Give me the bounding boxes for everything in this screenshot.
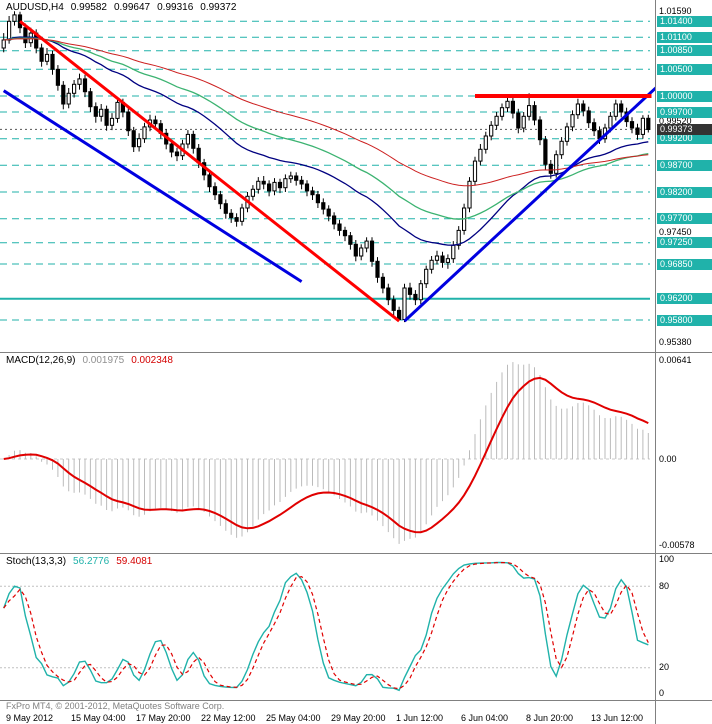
- ohlc-open: 0.99582: [70, 2, 107, 13]
- time-axis-label: 9 May 2012: [6, 713, 54, 723]
- stoch-main-line: [3, 561, 649, 692]
- copyright-text: FxPro MT4, © 2001-2012, MetaQuotes Softw…: [6, 701, 225, 711]
- price-level-badge: 0.97250: [657, 237, 712, 249]
- main-chart-pane[interactable]: [0, 0, 655, 352]
- bid-price-badge: 0.99373: [657, 123, 712, 135]
- price-tick-label: 1.01590: [659, 5, 692, 16]
- time-axis-label: 8 Jun 20:00: [526, 713, 574, 723]
- price-level-badge: 1.00500: [657, 63, 712, 75]
- price-level-badge: 0.99200: [657, 133, 712, 145]
- ma-line-navy[interactable]: [3, 36, 649, 246]
- time-axis-label: 22 May 12:00: [201, 713, 256, 723]
- macd-scale[interactable]: 0.00641 0.00 -0.00578: [656, 353, 712, 553]
- main-chart-svg[interactable]: [0, 0, 655, 352]
- ma-line-green[interactable]: [3, 37, 649, 220]
- macd-scale-zero: 0.00: [659, 453, 677, 464]
- stoch-value-signal: 59.4081: [116, 556, 153, 567]
- time-axis-label: 15 May 04:00: [71, 713, 126, 723]
- scale-separator: [655, 0, 656, 724]
- time-axis-label: 17 May 20:00: [136, 713, 191, 723]
- trendline-descending-blue[interactable]: [2, 89, 303, 283]
- trendline-ascending-blue[interactable]: [403, 75, 656, 323]
- ohlc-close: 0.99372: [200, 2, 237, 13]
- symbol-ohlc-line: AUDUSD,H4 0.99582 0.99647 0.99316 0.99372: [6, 2, 243, 13]
- symbol-period-label: AUDUSD,H4: [6, 2, 64, 13]
- price-level-badge: 1.00850: [657, 45, 712, 57]
- stoch-label-line: Stoch(13,3,3) 56.2776 59.4081: [6, 556, 159, 567]
- pane-separator[interactable]: [0, 700, 712, 701]
- price-level-badge: 0.96200: [657, 293, 712, 305]
- time-axis-label: 1 Jun 12:00: [396, 713, 444, 723]
- stoch-scale[interactable]: 100 80 20 0: [656, 554, 712, 700]
- pane-separator[interactable]: [0, 352, 712, 353]
- price-tick-label: 0.97450: [659, 226, 692, 237]
- time-axis[interactable]: FxPro MT4, © 2001-2012, MetaQuotes Softw…: [0, 701, 712, 724]
- price-tick-label: 0.99520: [659, 116, 692, 127]
- time-axis-label: 13 Jun 12:00: [591, 713, 644, 723]
- stoch-scale-label: 80: [659, 580, 670, 591]
- macd-value-main: 0.001975: [82, 355, 125, 366]
- macd-pane[interactable]: [0, 353, 655, 553]
- macd-signal-line: [3, 376, 649, 534]
- time-axis-label: 25 May 04:00: [266, 713, 321, 723]
- ohlc-low: 0.99316: [157, 2, 194, 13]
- price-scale[interactable]: 1.01590 0.99520 0.97450 0.95380 1.01400 1.011…: [656, 0, 712, 352]
- stoch-scale-label: 0: [659, 688, 665, 698]
- macd-scale-max: 0.00641: [659, 355, 692, 365]
- price-level-badge: 0.99700: [657, 106, 712, 118]
- ohlc-high: 0.99647: [113, 2, 151, 13]
- candles-series: [1, 11, 651, 323]
- ma-line-red[interactable]: [3, 38, 649, 187]
- stoch-value-main: 56.2776: [73, 556, 110, 567]
- price-level-badge: 0.96850: [657, 258, 712, 270]
- macd-label-line: MACD(12,26,9) 0.001975 0.002348: [6, 355, 180, 366]
- stoch-indicator-name: Stoch(13,3,3): [6, 556, 67, 567]
- price-level-badge: 1.00000: [657, 90, 712, 102]
- time-axis-label: 29 May 20:00: [331, 713, 386, 723]
- price-level-badge: 0.97700: [657, 213, 712, 225]
- macd-value-signal: 0.002348: [131, 355, 173, 366]
- stoch-svg[interactable]: [0, 554, 655, 700]
- price-level-badge: 1.01100: [657, 31, 712, 43]
- price-tick-label: 0.95380: [659, 336, 692, 347]
- price-level-badge: 0.95800: [657, 314, 712, 326]
- stochastic-pane[interactable]: [0, 554, 655, 700]
- stoch-scale-label: 20: [659, 662, 670, 673]
- stoch-scale-label: 100: [659, 554, 675, 564]
- pane-separator[interactable]: [0, 553, 712, 554]
- stoch-signal-line: [3, 562, 649, 690]
- price-level-badge: 0.98200: [657, 186, 712, 198]
- trendline-descending-red[interactable]: [19, 20, 401, 323]
- macd-scale-min: -0.00578: [659, 540, 695, 550]
- price-level-badge: 0.98700: [657, 159, 712, 171]
- time-axis-label: 6 Jun 04:00: [461, 713, 509, 723]
- macd-histogram: [8, 362, 649, 544]
- macd-svg[interactable]: [0, 353, 655, 553]
- macd-indicator-name: MACD(12,26,9): [6, 355, 76, 366]
- price-level-badge: 1.01400: [657, 15, 712, 27]
